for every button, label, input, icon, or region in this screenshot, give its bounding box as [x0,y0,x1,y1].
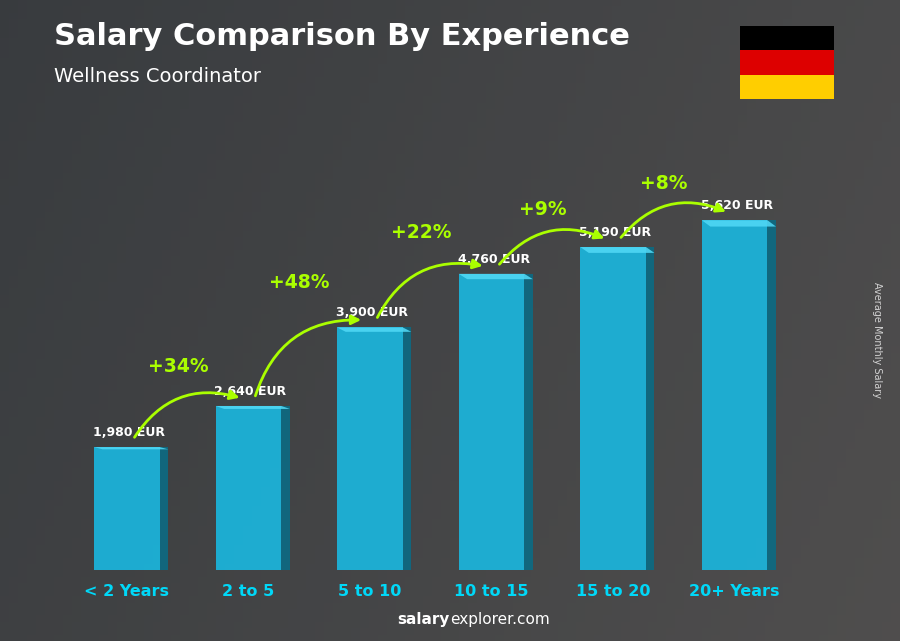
Text: +9%: +9% [518,201,566,219]
Text: salary: salary [398,612,450,627]
Bar [702,221,768,570]
Polygon shape [338,328,411,332]
Polygon shape [459,274,533,279]
Polygon shape [702,221,776,226]
Bar [740,75,834,99]
Polygon shape [768,221,776,570]
Polygon shape [94,447,168,449]
Polygon shape [403,328,411,570]
Text: 5,620 EUR: 5,620 EUR [700,199,773,212]
Polygon shape [216,406,290,409]
Text: 1,980 EUR: 1,980 EUR [93,426,165,439]
Polygon shape [282,406,290,570]
Text: 3,900 EUR: 3,900 EUR [336,306,408,319]
Bar [459,274,525,570]
Bar [740,26,834,50]
Text: 5,190 EUR: 5,190 EUR [579,226,652,239]
Polygon shape [525,274,533,570]
Bar [338,328,403,570]
Polygon shape [159,447,168,570]
Text: Salary Comparison By Experience: Salary Comparison By Experience [54,22,630,51]
Text: Average Monthly Salary: Average Monthly Salary [872,282,883,397]
Text: Wellness Coordinator: Wellness Coordinator [54,67,261,87]
Polygon shape [646,247,654,570]
Text: +48%: +48% [269,273,329,292]
Polygon shape [580,247,654,253]
Bar [580,247,646,570]
Bar [740,50,834,75]
Text: 4,760 EUR: 4,760 EUR [457,253,529,266]
Text: +34%: +34% [148,357,208,376]
Text: 2,640 EUR: 2,640 EUR [214,385,286,398]
Text: +8%: +8% [641,174,688,192]
Text: +22%: +22% [391,223,451,242]
Bar [216,406,282,570]
Bar [94,447,159,570]
Text: explorer.com: explorer.com [450,612,550,627]
